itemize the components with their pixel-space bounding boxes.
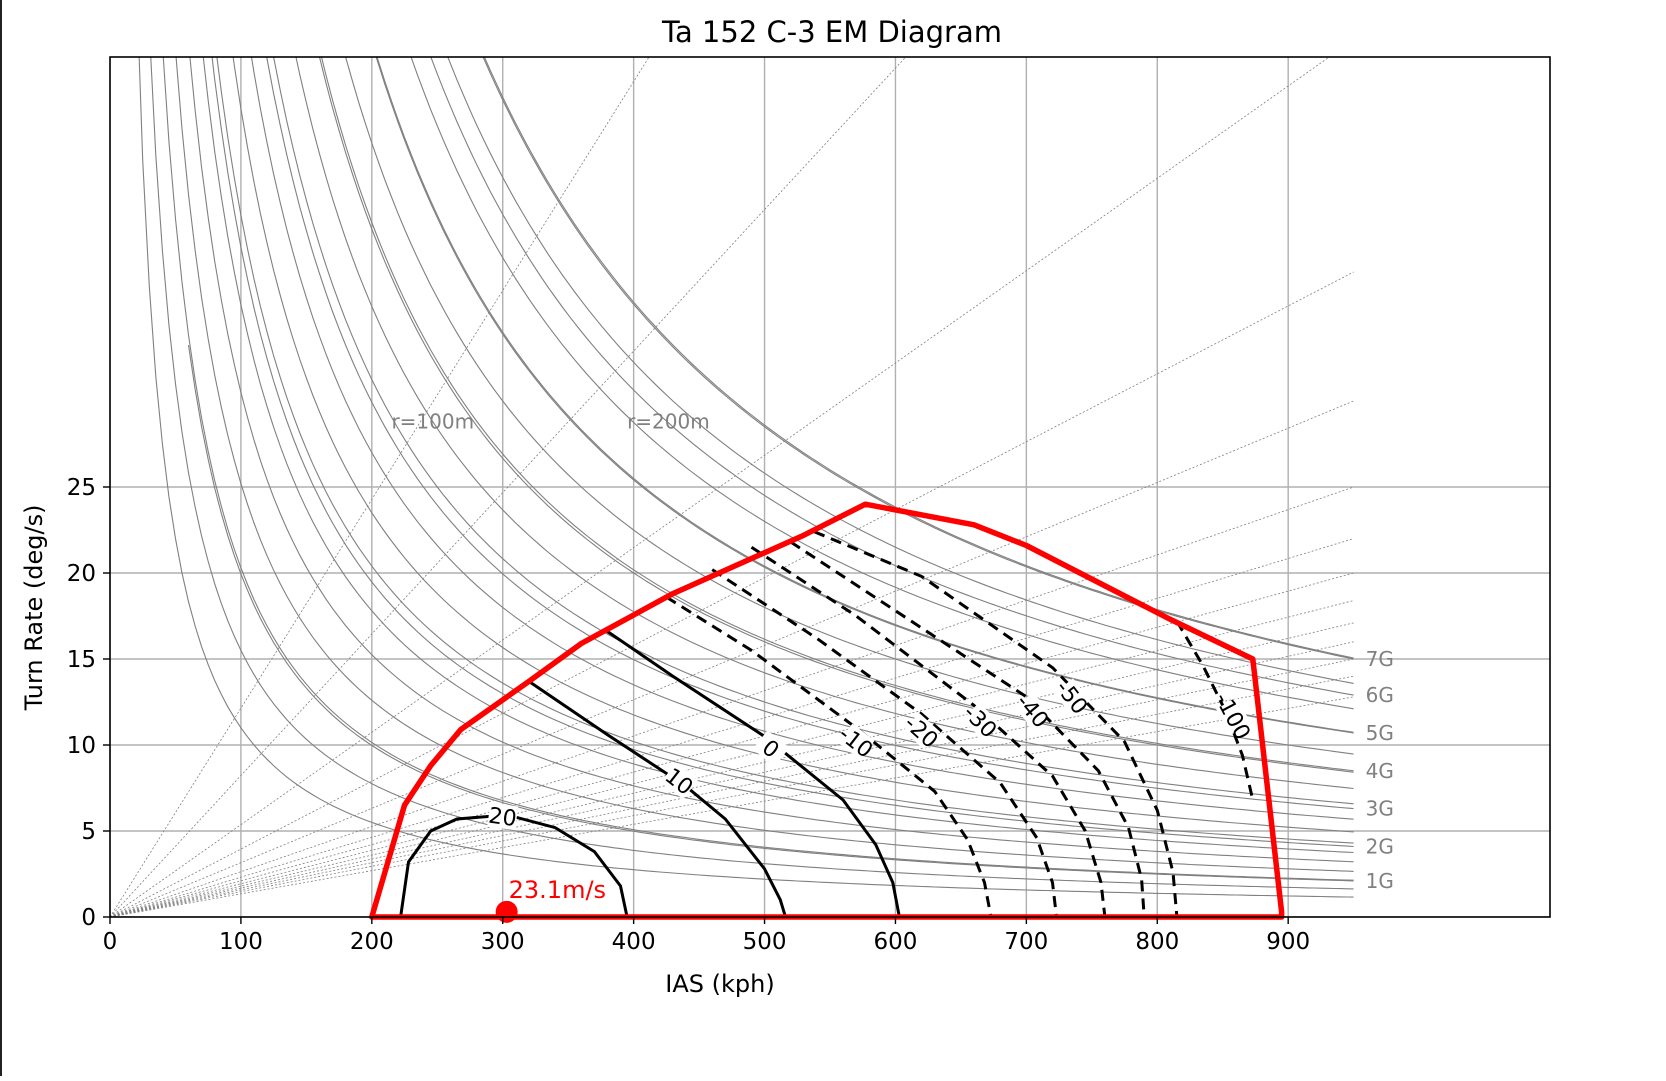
ps-contour-label: -100 — [1209, 689, 1255, 745]
turn-radius-line — [110, 538, 1354, 917]
ps-contour-line — [1175, 620, 1255, 801]
x-tick-label: 0 — [103, 929, 118, 955]
ps-contour-label-bg — [752, 730, 790, 767]
turn-radius-line — [110, 641, 1354, 917]
ps-contour-line — [813, 530, 1179, 917]
x-tick-label: 300 — [481, 929, 525, 955]
reference-curve — [162, 57, 1354, 881]
turn-radius-line — [110, 486, 1354, 917]
y-tick-label: 25 — [67, 475, 96, 501]
reference-curve — [202, 57, 1354, 854]
ps-contour-label-bg — [837, 723, 875, 760]
load-factor-label: 5G — [1366, 721, 1394, 745]
ps-contour-line — [750, 545, 1107, 917]
reference-curve — [345, 57, 1354, 755]
x-tick-label: 800 — [1135, 929, 1179, 955]
turn-radius-line — [110, 696, 1354, 917]
reference-curve — [483, 57, 1354, 659]
reference-curve — [318, 57, 1354, 773]
turn-radius-line — [110, 600, 1354, 917]
turn-radius-line — [110, 675, 1354, 917]
turn-radius-line — [110, 57, 650, 917]
y-tick-label: 15 — [67, 647, 96, 673]
turn-radius-line — [110, 572, 1354, 917]
ps-contour-line — [606, 630, 901, 917]
turn-radius-line — [110, 57, 907, 917]
reference-curve — [410, 57, 1354, 710]
load-factor-label: 1G — [1366, 869, 1394, 893]
load-factor-curve — [375, 57, 1354, 734]
load-factor-label: 6G — [1366, 683, 1394, 707]
specific-excess-power-marker — [495, 900, 518, 923]
reference-curve — [295, 57, 1354, 790]
load-factor-curve — [187, 345, 1354, 882]
reference-curve — [138, 57, 1354, 898]
load-factor-label: 4G — [1366, 759, 1394, 783]
x-tick-label: 700 — [1004, 929, 1048, 955]
reference-curve — [232, 57, 1354, 833]
reference-curve — [273, 57, 1354, 805]
ps-contour-label-bg — [903, 712, 941, 750]
load-factor-label: 2G — [1366, 834, 1394, 858]
ps-contour-label: -40 — [1011, 690, 1053, 734]
reference-curve — [250, 57, 1354, 820]
y-tick-label: 0 — [81, 905, 96, 931]
ps-contour-line — [665, 595, 993, 917]
reference-curve — [376, 57, 1354, 733]
y-tick-label: 10 — [67, 733, 96, 759]
ps-contour-label: -30 — [958, 700, 1001, 743]
load-factor-label: 3G — [1366, 797, 1394, 821]
turn-radius-line — [110, 400, 1354, 917]
turn-radius-line — [110, 57, 1330, 917]
ps-contour-line — [528, 680, 787, 917]
reference-curve — [150, 57, 1354, 890]
load-factor-curve — [320, 57, 1354, 772]
ps-contour-label-bg — [1216, 697, 1251, 734]
y-axis-label: Turn Rate (deg/s) — [20, 505, 48, 712]
turn-radius-line — [110, 271, 1354, 917]
x-tick-label: 900 — [1266, 929, 1310, 955]
load-factor-label: 7G — [1366, 647, 1394, 671]
chart-title: Ta 152 C-3 EM Diagram — [661, 15, 1002, 49]
x-tick-label: 500 — [743, 929, 787, 955]
reference-curve — [447, 57, 1354, 684]
turn-radius-line — [110, 622, 1354, 917]
ps-contour-label-bg — [1014, 692, 1052, 730]
load-factor-curve — [430, 57, 1354, 696]
ps-contour-label: 20 — [487, 804, 518, 833]
x-tick-label: 100 — [219, 929, 263, 955]
ps-contour-line — [789, 540, 1146, 917]
y-tick-label: 20 — [67, 561, 96, 587]
ps-contour-label-bg — [962, 702, 999, 740]
ps-contour-label-bg — [487, 802, 519, 831]
load-factor-curve — [211, 57, 1354, 848]
turn-radius-label: r=100m — [391, 410, 474, 434]
load-factor-curve — [266, 57, 1354, 810]
clipped-layer — [110, 57, 1550, 917]
reference-curve — [189, 57, 1354, 863]
reference-curve — [175, 57, 1354, 872]
x-tick-label: 600 — [874, 929, 918, 955]
load-factor-curve — [482, 57, 1354, 660]
x-axis-label: IAS (kph) — [665, 970, 774, 998]
specific-excess-power-label: 23.1m/s — [509, 876, 606, 904]
x-tick-label: 200 — [350, 929, 394, 955]
ps-contour-label-bg — [661, 763, 698, 800]
turn-radius-label: r=200m — [627, 410, 710, 434]
flight-envelope — [369, 501, 1285, 920]
y-tick-label: 5 — [81, 819, 96, 845]
ps-contour-label-bg — [1054, 678, 1091, 716]
ps-contour-line — [711, 568, 1058, 917]
x-tick-label: 400 — [612, 929, 656, 955]
